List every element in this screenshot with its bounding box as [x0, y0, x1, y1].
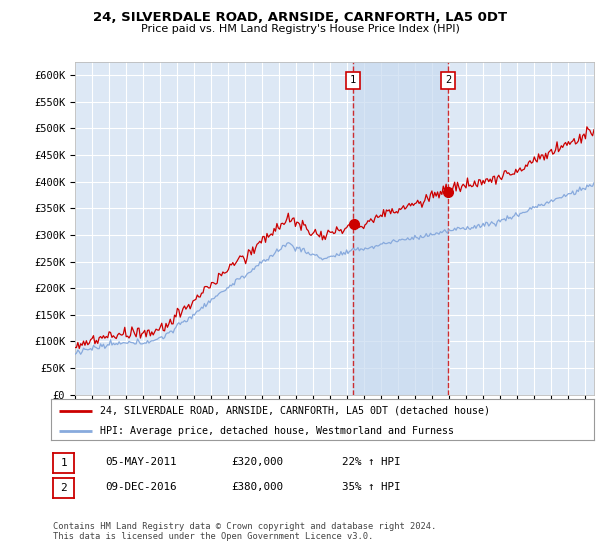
Text: £320,000: £320,000	[231, 457, 283, 467]
Text: 1: 1	[350, 75, 356, 85]
Text: 22% ↑ HPI: 22% ↑ HPI	[342, 457, 401, 467]
Text: 2: 2	[445, 75, 451, 85]
Text: 05-MAY-2011: 05-MAY-2011	[105, 457, 176, 467]
Text: £380,000: £380,000	[231, 482, 283, 492]
Bar	[353, 62, 448, 395]
Text: 24, SILVERDALE ROAD, ARNSIDE, CARNFORTH, LA5 0DT: 24, SILVERDALE ROAD, ARNSIDE, CARNFORTH,…	[93, 11, 507, 24]
Text: 1: 1	[60, 458, 67, 468]
Text: 2: 2	[60, 483, 67, 493]
Text: 09-DEC-2016: 09-DEC-2016	[105, 482, 176, 492]
Text: Contains HM Land Registry data © Crown copyright and database right 2024.
This d: Contains HM Land Registry data © Crown c…	[53, 522, 436, 542]
Text: Price paid vs. HM Land Registry's House Price Index (HPI): Price paid vs. HM Land Registry's House …	[140, 24, 460, 34]
Text: 35% ↑ HPI: 35% ↑ HPI	[342, 482, 401, 492]
Text: HPI: Average price, detached house, Westmorland and Furness: HPI: Average price, detached house, West…	[100, 426, 454, 436]
Text: 24, SILVERDALE ROAD, ARNSIDE, CARNFORTH, LA5 0DT (detached house): 24, SILVERDALE ROAD, ARNSIDE, CARNFORTH,…	[100, 405, 490, 416]
